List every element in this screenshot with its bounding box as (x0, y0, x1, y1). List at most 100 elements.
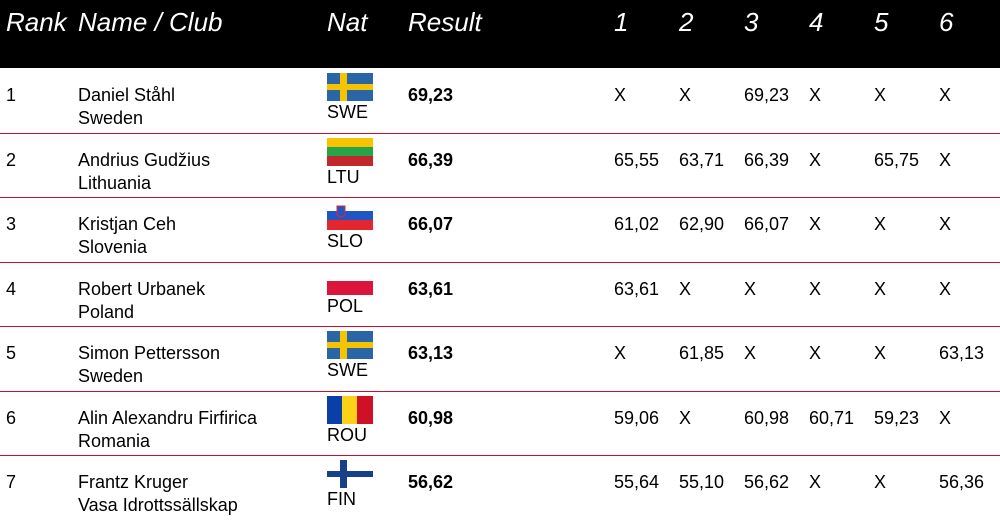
rank: 6 (6, 407, 17, 428)
nation-code: SWE (327, 360, 369, 380)
attempt: 63,61 (614, 278, 660, 299)
attempt: 60,71 (809, 407, 855, 428)
attempt: X (939, 85, 952, 105)
attempt: 69,23 (744, 85, 790, 105)
attempt: 59,06 (614, 407, 660, 428)
result: 66,39 (408, 149, 454, 170)
club: Sweden (78, 108, 144, 128)
column-header: 6 (939, 7, 954, 37)
attempt: X (679, 407, 692, 428)
result: 56,62 (408, 472, 454, 492)
attempt: X (809, 278, 822, 299)
nation-code: LTU (327, 166, 360, 187)
attempt: 63,13 (939, 343, 985, 363)
rank: 1 (6, 85, 17, 105)
column-header: Result (408, 7, 482, 37)
attempt: X (874, 85, 887, 105)
attempt: 63,71 (679, 149, 725, 170)
row-separator (0, 133, 1000, 134)
attempt: X (939, 278, 952, 299)
attempt: X (874, 278, 887, 299)
nation-code: SWE (327, 102, 369, 122)
attempt: X (874, 214, 887, 234)
attempt: X (939, 149, 952, 170)
flag (327, 395, 373, 424)
attempt: X (614, 343, 627, 363)
column-header: Name / Club (78, 7, 223, 37)
attempt: 66,07 (744, 214, 790, 234)
attempt: X (809, 214, 822, 234)
attempt: X (874, 343, 887, 363)
attempt: X (874, 472, 887, 492)
attempt: X (939, 407, 952, 428)
attempt: X (679, 85, 692, 105)
result: 69,23 (408, 85, 454, 105)
club: Lithuania (78, 172, 152, 193)
rank: 4 (6, 278, 17, 299)
club: Vasa Idrottssällskap (78, 495, 238, 515)
attempt: 60,98 (744, 407, 790, 428)
attempt: 55,10 (679, 472, 725, 492)
column-header: 2 (679, 7, 694, 37)
attempt: X (744, 278, 757, 299)
athlete-name: Simon Pettersson (78, 343, 221, 363)
row-separator (0, 197, 1000, 198)
club: Romania (78, 430, 151, 451)
column-header: Nat (327, 7, 368, 37)
result: 63,13 (408, 343, 454, 363)
attempt: 56,36 (939, 472, 985, 492)
flag (327, 266, 373, 295)
flag (327, 73, 373, 101)
row-separator (0, 326, 1000, 327)
athlete-name: Kristjan Ceh (78, 214, 177, 234)
column-header: 4 (809, 7, 824, 37)
attempt: X (809, 472, 822, 492)
nation-code: ROU (327, 424, 367, 445)
flag (327, 202, 373, 230)
attempt: 66,39 (744, 149, 790, 170)
nation-code: POL (327, 295, 364, 316)
column-header: Rank (6, 7, 67, 37)
row-separator (0, 455, 1000, 456)
table-header: Rank Name / Club Nat Result 1 2 3 4 5 6 (0, 0, 1000, 68)
athlete-name: Andrius Gudžius (78, 149, 211, 170)
attempt: X (679, 278, 692, 299)
attempt: 61,85 (679, 343, 725, 363)
column-header: 5 (874, 7, 889, 37)
flag (327, 137, 373, 166)
row-separator (0, 262, 1000, 263)
attempt: 61,02 (614, 214, 660, 234)
athlete-name: Frantz Kruger (78, 472, 189, 492)
athlete-name: Robert Urbanek (78, 278, 206, 299)
rank: 5 (6, 343, 17, 363)
attempt: 65,75 (874, 149, 920, 170)
attempt: 56,62 (744, 472, 790, 492)
flag (327, 460, 373, 488)
rank: 3 (6, 214, 17, 234)
nation-code: FIN (327, 489, 356, 509)
rank: 2 (6, 149, 17, 170)
attempt: X (809, 85, 822, 105)
attempt: 65,55 (614, 149, 660, 170)
result: 60,98 (408, 407, 454, 428)
attempt: 55,64 (614, 472, 660, 492)
result: 63,61 (408, 278, 454, 299)
attempt: X (939, 214, 952, 234)
flag (327, 331, 373, 359)
attempt: X (614, 85, 627, 105)
result: 66,07 (408, 214, 454, 234)
athlete-name: Daniel Ståhl (78, 85, 176, 105)
club: Sweden (78, 366, 144, 386)
attempt: X (744, 343, 757, 363)
attempt: X (809, 149, 822, 170)
nation-code: SLO (327, 231, 364, 251)
club: Slovenia (78, 237, 148, 257)
attempt: 59,23 (874, 407, 920, 428)
column-header: 1 (614, 7, 629, 37)
athlete-name: Alin Alexandru Firfirica (78, 407, 258, 428)
club: Poland (78, 301, 135, 322)
attempt: 62,90 (679, 214, 725, 234)
column-header: 3 (744, 7, 759, 37)
row-separator (0, 391, 1000, 392)
